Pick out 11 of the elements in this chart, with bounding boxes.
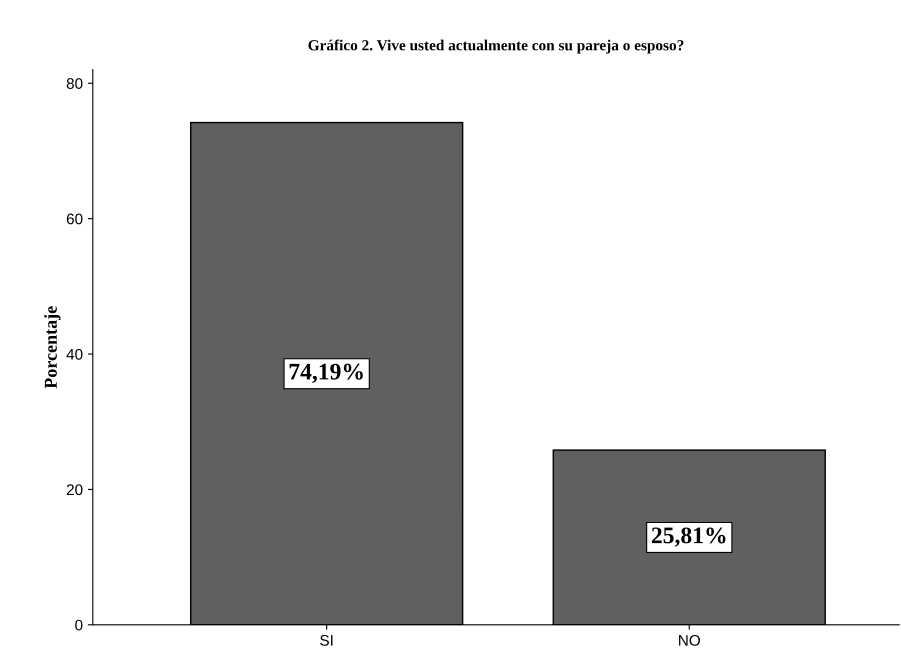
chart-title: Gráfico 2. Vive usted actualmente con su pareja o esposo? — [308, 40, 684, 54]
data-label: 74,19% — [290, 364, 363, 384]
y-tick-label: 0 — [75, 620, 82, 631]
x-tick-label: SI — [320, 634, 332, 646]
y-axis-title: Porcentaje — [44, 306, 61, 388]
y-tick-label: 60 — [66, 214, 82, 224]
data-label: 25,81% — [652, 527, 726, 547]
y-tick-label: 20 — [66, 484, 82, 496]
x-tick-label: NO — [679, 634, 700, 646]
y-tick-label: 40 — [66, 348, 82, 360]
y-tick-label: 80 — [66, 78, 82, 89]
